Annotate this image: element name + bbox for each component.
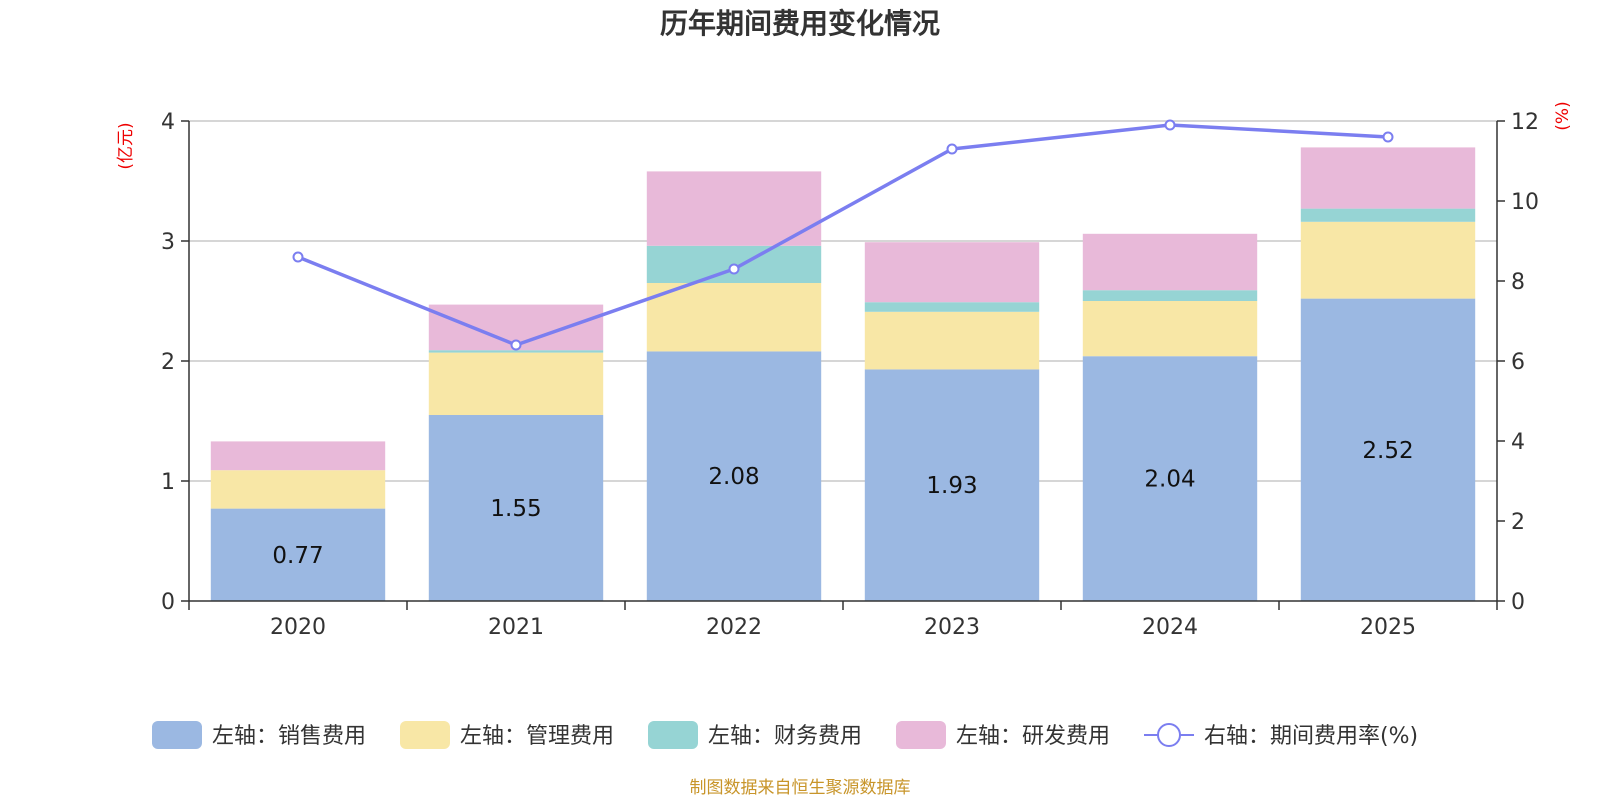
rate-point: [292, 251, 304, 263]
x-axis-tick-label: 2023: [924, 615, 980, 640]
bar-segment: [428, 350, 604, 353]
bar-segment: [864, 369, 1040, 601]
rate-line: [297, 123, 1389, 347]
x-axis-tick-label: 2025: [1360, 615, 1416, 640]
bar-segment: [428, 415, 604, 601]
x-axis-tick-label: 2024: [1142, 615, 1198, 640]
legend-label: 左轴：研发费用: [956, 724, 1110, 749]
rate-point: [1382, 131, 1394, 143]
right-axis-tick-label: 10: [1511, 190, 1539, 215]
bar-segment: [864, 302, 1040, 312]
bar-segment: [210, 441, 386, 471]
bar-segment: [646, 351, 822, 601]
left-axis-tick-label: 3: [161, 230, 175, 255]
left-axis-tick-label: 4: [161, 110, 175, 135]
right-axis-tick-label: 2: [1511, 510, 1525, 535]
bar-segment: [646, 283, 822, 352]
legend-swatch: [400, 721, 450, 749]
bar-segment: [1082, 356, 1258, 601]
bar-segment: [864, 311, 1040, 370]
x-axis-tick-label: 2022: [706, 615, 762, 640]
legend-label: 左轴：管理费用: [460, 724, 614, 749]
bar-data-label: 1.93: [926, 473, 977, 499]
rate-point: [946, 143, 958, 155]
bar-data-label: 0.77: [272, 543, 323, 569]
grid-lines: [189, 120, 1497, 482]
bar-segment: [1082, 233, 1258, 291]
legend-swatch: [152, 721, 202, 749]
bar-data-label: 2.08: [708, 464, 759, 490]
left-axis-unit: (亿元): [116, 122, 136, 169]
rate-point: [728, 263, 740, 275]
bar-segment: [1082, 301, 1258, 357]
legend-marker-icon: [1157, 723, 1181, 747]
bar-segment: [1300, 221, 1476, 299]
legend-label: 右轴：期间费用率(%): [1204, 724, 1418, 749]
bar-series-group: 0.77 1.55 2.08 1.93 2.04 2.52: [210, 147, 1476, 601]
bar-segment: [1300, 147, 1476, 209]
right-axis-unit: (%): [1553, 101, 1573, 130]
right-axis-tick-label: 0: [1511, 590, 1525, 615]
bar-segment: [1300, 298, 1476, 601]
right-axis-tick-label: 6: [1511, 350, 1525, 375]
bar-segment: [646, 171, 822, 246]
x-axis-tick-label: 2020: [270, 615, 326, 640]
rate-point: [510, 339, 522, 351]
bar-data-label: 2.04: [1144, 467, 1195, 493]
bar-segment: [210, 470, 386, 509]
bar-segment: [210, 508, 386, 601]
bar-data-label: 1.55: [490, 496, 541, 522]
data-source-note: 制图数据来自恒生聚源数据库: [690, 778, 911, 798]
legend-swatch: [648, 721, 698, 749]
bar-segment: [1082, 290, 1258, 301]
chart-title: 历年期间费用变化情况: [660, 7, 940, 40]
left-axis-tick-label: 2: [161, 350, 175, 375]
legend-swatch: [896, 721, 946, 749]
left-axis-tick-label: 1: [161, 470, 175, 495]
bar-segment: [1300, 208, 1476, 222]
rate-line-group: [292, 119, 1394, 351]
right-axis-tick-label: 12: [1511, 110, 1539, 135]
x-axis-tick-label: 2021: [488, 615, 544, 640]
legend-label: 左轴：财务费用: [708, 724, 862, 749]
bar-segment: [864, 242, 1040, 303]
bar-segment: [428, 352, 604, 415]
rate-point: [1164, 119, 1176, 131]
right-axis-tick-label: 8: [1511, 270, 1525, 295]
legend-label: 左轴：销售费用: [212, 724, 366, 749]
legend: 左轴：销售费用 左轴：管理费用 左轴：财务费用 左轴：研发费用 右轴：期间费用率(%): [152, 721, 1418, 749]
bar-data-label: 2.52: [1362, 438, 1413, 464]
left-axis-tick-label: 0: [161, 590, 175, 615]
right-axis-tick-label: 4: [1511, 430, 1525, 455]
